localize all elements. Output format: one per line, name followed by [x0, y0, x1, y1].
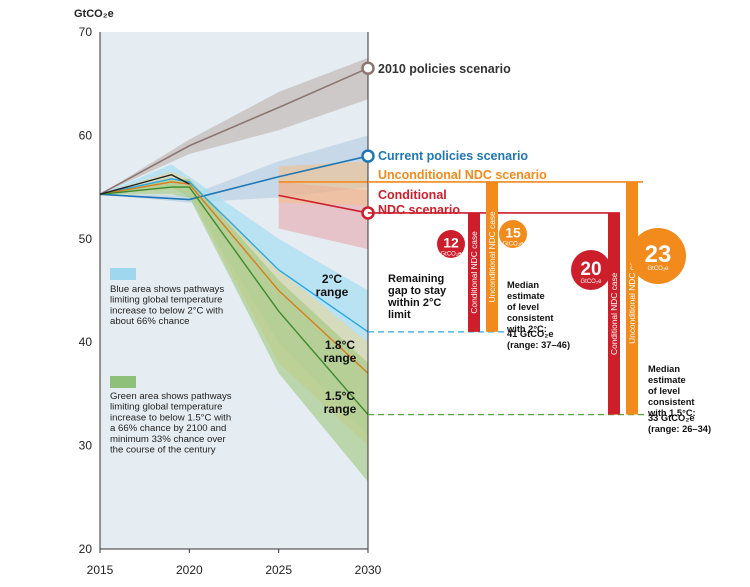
range-label: 2°C: [322, 272, 342, 286]
legend-text-green: limiting global temperature: [110, 402, 223, 413]
median-2c-text: consistent: [507, 313, 554, 323]
gap-bar: [486, 181, 498, 332]
label-unconditional: Unconditional NDC scenario: [378, 168, 547, 182]
line-2c: [99, 178, 369, 333]
legend-text-green: the course of the century: [110, 445, 216, 456]
legend-text-green: Green area shows pathways: [110, 391, 232, 402]
y-ticks: 20 30 40 50 60 70: [79, 25, 93, 556]
gap-bubble: [499, 220, 527, 248]
range-label: 1.5°C: [325, 389, 355, 403]
median-2c-range: (range: 37–46): [507, 340, 570, 350]
label-current: Current policies scenario: [378, 149, 528, 163]
gap-bubble: [630, 228, 686, 284]
gap-bar: [608, 212, 620, 415]
range-label: range: [324, 351, 357, 365]
legend-text-blue: limiting global temperature: [110, 295, 223, 306]
median-2c-value: 41 GtCO₂e: [507, 329, 554, 339]
x-tick-label: 2020: [176, 563, 203, 577]
range-label: 1.8°C: [325, 338, 355, 352]
y-tick-label: 30: [79, 439, 93, 453]
gap-value: 15: [505, 225, 521, 241]
legend-text-blue: about 66% chance: [110, 316, 189, 327]
band-unconditional: [278, 161, 368, 206]
label-conditional: NDC scenario: [378, 203, 460, 217]
gap-bubble: [437, 230, 465, 258]
gap-label: limit: [388, 309, 411, 321]
gap-value: 12: [443, 235, 459, 251]
y-tick-label: 50: [79, 232, 93, 246]
gap-bar-label: Unconditional NDC case: [627, 252, 637, 344]
legend-text-green: a 66% chance by 2100 and: [110, 423, 226, 434]
y-tick-label: 40: [79, 335, 93, 349]
legend-text-green: minimum 33% chance over: [110, 434, 227, 445]
median-15c-range: (range: 26–34): [648, 424, 711, 434]
median-15c-text: consistent: [648, 397, 695, 407]
line-1-5c: [99, 186, 369, 416]
legend-text-green: increase to below 1.5°C with: [110, 412, 231, 423]
median-15c-text: Median: [648, 364, 680, 374]
median-15c-text: with 1.5°C:: [647, 408, 696, 418]
x-tick-label: 2015: [87, 563, 114, 577]
label-policies_2010: 2010 policies scenario: [378, 62, 511, 76]
median-15c-value: 33 GtCO₂e: [648, 413, 695, 423]
median-2c-text: with 2°C:: [506, 324, 547, 334]
median-2c-text: of level: [507, 302, 539, 312]
marker-current: [361, 149, 375, 163]
marker-policies_2010: [361, 61, 375, 75]
gap-value: 20: [580, 259, 601, 280]
gap-unit: GtCO₂e: [581, 279, 603, 285]
x-ticks: 2015 2020 2025 2030: [87, 549, 382, 577]
gap-label: gap to stay: [388, 285, 447, 297]
x-tick-label: 2025: [265, 563, 292, 577]
y-tick-label: 70: [79, 25, 93, 39]
annotations-layer: 2010 policies scenario Current policies s…: [316, 61, 711, 434]
gap-label: Remaining: [388, 273, 444, 285]
line-current: [99, 155, 369, 201]
line-policies_2010: [99, 67, 369, 196]
median-2c-text: estimate: [507, 291, 545, 301]
gap-label: within 2°C: [387, 297, 441, 309]
legend-text-blue: increase to below 2°C with: [110, 305, 223, 316]
gap-bar-label: Conditional NDC case: [609, 272, 619, 355]
line-conditional: [278, 194, 369, 214]
legend-swatch-green: [110, 376, 136, 388]
y-tick-label: 60: [79, 128, 93, 142]
gap-unit: GtCO₂e: [503, 242, 525, 248]
gap-bar-label: Conditional NDC case: [469, 231, 479, 314]
gap-bubble: [571, 250, 611, 290]
gap-bar-label: Unconditional NDC case: [487, 211, 497, 303]
y-tick-label: 20: [79, 542, 93, 556]
label-conditional: Conditional: [378, 188, 447, 202]
x-tick-label: 2030: [355, 563, 382, 577]
median-2c-text: Median: [507, 280, 539, 290]
gap-bar: [468, 212, 480, 332]
legend-swatch-blue: [110, 268, 136, 280]
gap-unit: GtCO₂e: [441, 252, 463, 258]
lines-layer: [99, 67, 369, 416]
gap-value: 23: [645, 241, 672, 268]
range-label: range: [324, 402, 357, 416]
band-1-5c: [100, 178, 368, 482]
gap-unit: GtCO₂e: [648, 266, 670, 272]
median-15c-text: estimate: [648, 375, 686, 385]
y-axis-label: GtCO₂e: [74, 8, 114, 20]
line-history: [99, 173, 190, 196]
legend-text-blue: Blue area shows pathways: [110, 284, 224, 295]
range-label: range: [316, 285, 349, 299]
median-15c-text: of level: [648, 386, 680, 396]
